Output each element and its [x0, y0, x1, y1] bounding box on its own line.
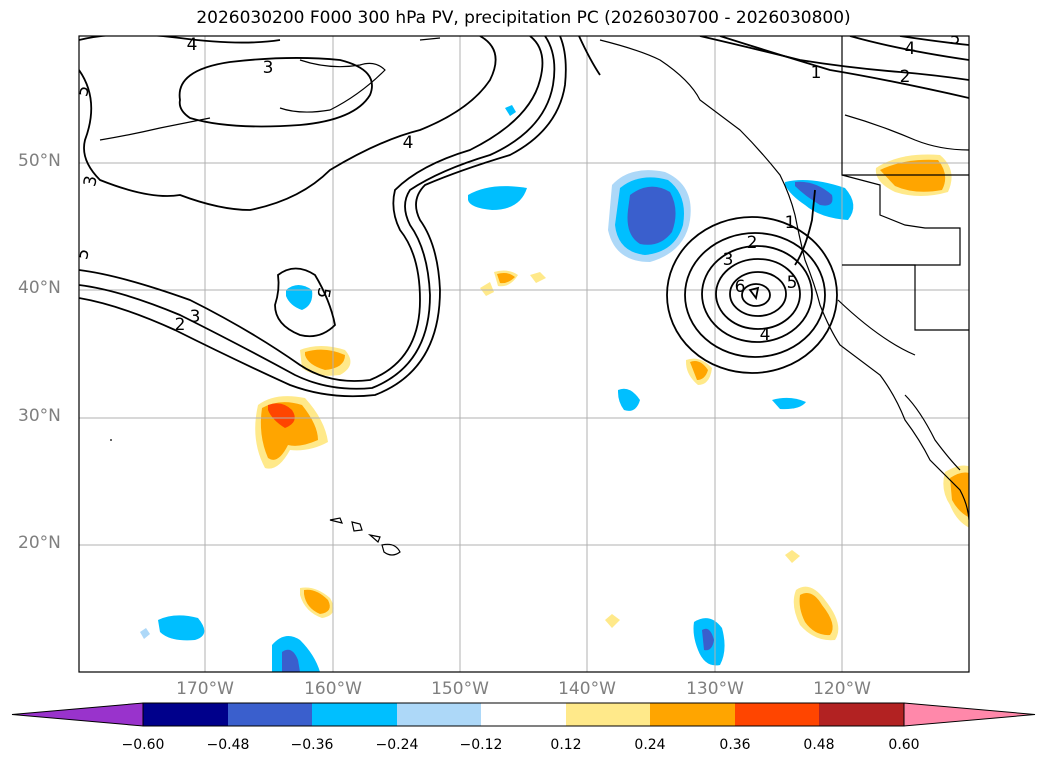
contour-label: 3: [80, 174, 102, 188]
colorbar-extend-low: [11, 702, 144, 727]
colorbar-tick: 0.48: [803, 737, 835, 753]
colorbar-segment: [397, 703, 481, 726]
contour-labels: 4 3 5 3 5 4 5 3 2 4 1 2 5 1 2 3 6 5 4: [72, 29, 961, 345]
colorbar-tick: 0.12: [550, 737, 582, 753]
lon-label: 150°W: [431, 679, 489, 699]
lat-label: 50°N: [18, 151, 61, 171]
colorbar-segment: [312, 703, 397, 726]
lon-label: 140°W: [558, 679, 616, 699]
contour-label: 2: [175, 315, 186, 335]
colorbar-segment: [566, 703, 650, 726]
lon-label: 170°W: [176, 679, 234, 699]
contour-label: 4: [905, 39, 916, 59]
colorbar-frame: [142, 702, 905, 727]
colorbar-segment: [481, 703, 566, 726]
lon-label: 160°W: [304, 679, 362, 699]
colorbar-tick: −0.48: [206, 737, 250, 753]
contour-label: 5: [950, 29, 961, 49]
colorbar-segment: [650, 703, 735, 726]
lon-label: 120°W: [813, 679, 871, 699]
contour-label: 3: [723, 250, 734, 270]
contour-label: 1: [811, 63, 822, 83]
lat-label: 30°N: [18, 406, 61, 426]
colorbar-tick: 0.60: [888, 737, 920, 753]
contour-label: 2: [747, 233, 758, 253]
contour-label: 5: [787, 273, 798, 293]
contour-label: 2: [900, 67, 911, 87]
colorbar-segment: [143, 703, 228, 726]
contour-label: 5: [72, 84, 94, 98]
map-title: 2026030200 F000 300 hPa PV, precipitatio…: [196, 8, 851, 28]
contour-label: 3: [263, 58, 274, 78]
colorbar-tick: −0.24: [375, 737, 419, 753]
colorbar-segment: [228, 703, 312, 726]
lat-label: 40°N: [18, 278, 61, 298]
lat-label: 20°N: [18, 533, 61, 553]
colorbar-tick: 0.24: [634, 737, 666, 753]
colorbar-segments: [11, 702, 1036, 727]
colorbar-segment: [819, 703, 904, 726]
colorbar-tick: 0.36: [719, 737, 751, 753]
contour-label: 5: [72, 247, 94, 261]
pv-contours: [79, 36, 969, 398]
precipitation-shading: [140, 105, 969, 672]
colorbar-segment: [735, 703, 819, 726]
colorbar-extend-high: [903, 702, 1036, 727]
map-panel: 4 3 5 3 5 4 5 3 2 4 1 2 5 1 2 3 6 5 4: [72, 29, 970, 673]
graticule: [79, 36, 969, 672]
contour-label: 1: [785, 213, 796, 233]
contour-label: 5: [312, 286, 334, 300]
contour-label: 4: [187, 35, 198, 55]
contour-label: 4: [760, 325, 771, 345]
colorbar-tick: −0.60: [121, 737, 165, 753]
contour-label: 3: [190, 307, 201, 327]
contour-label: 4: [403, 133, 414, 153]
lon-label: 130°W: [686, 679, 744, 699]
colorbar-tick: −0.36: [290, 737, 334, 753]
contour-label: 6: [735, 277, 746, 297]
colorbar-tick: −0.12: [459, 737, 503, 753]
